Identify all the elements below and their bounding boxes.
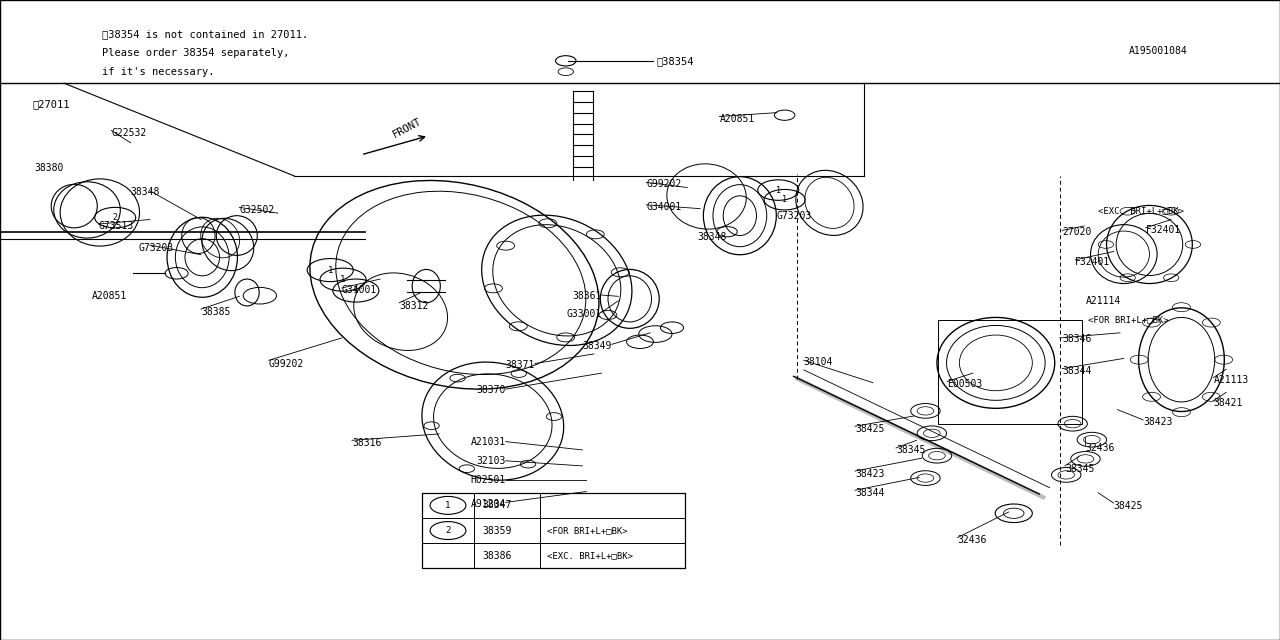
Text: ‸27011: ‸27011	[32, 99, 69, 109]
Text: G32502: G32502	[239, 205, 275, 215]
Text: 1: 1	[776, 186, 781, 195]
Text: FRONT: FRONT	[390, 116, 424, 140]
Text: 38423: 38423	[855, 468, 884, 479]
Text: 38425: 38425	[855, 424, 884, 434]
Text: G22532: G22532	[111, 128, 147, 138]
Text: 38348: 38348	[698, 232, 727, 242]
Text: <EXC. BRI+L+□BK>: <EXC. BRI+L+□BK>	[547, 551, 632, 560]
Text: 38346: 38346	[1062, 334, 1092, 344]
Text: 38345: 38345	[1065, 464, 1094, 474]
Text: 38345: 38345	[896, 445, 925, 455]
Text: 38386: 38386	[483, 551, 512, 561]
Text: if it's necessary.: if it's necessary.	[102, 67, 215, 77]
Text: G73513: G73513	[99, 221, 134, 231]
Text: 38370: 38370	[476, 385, 506, 396]
Text: 1: 1	[782, 195, 787, 204]
Text: ‸38354: ‸38354	[657, 56, 694, 66]
Text: 38361: 38361	[572, 291, 602, 301]
Bar	[938, 320, 1082, 424]
Text: G73203: G73203	[777, 211, 813, 221]
Text: 38347: 38347	[483, 500, 512, 510]
Text: A21031: A21031	[470, 436, 506, 447]
Text: 38380: 38380	[35, 163, 64, 173]
Text: 38349: 38349	[582, 340, 612, 351]
Text: G34001: G34001	[342, 285, 378, 295]
Text: H02501: H02501	[470, 475, 506, 485]
Text: 1: 1	[340, 275, 346, 284]
Text: F32401: F32401	[1075, 257, 1111, 268]
Text: 38312: 38312	[399, 301, 429, 311]
Text: 2: 2	[445, 526, 451, 535]
Text: 38385: 38385	[201, 307, 230, 317]
Text: 38421: 38421	[1213, 398, 1243, 408]
Text: 32436: 32436	[957, 534, 987, 545]
Text: <FOR BRI+L+□BK>: <FOR BRI+L+□BK>	[1088, 316, 1169, 324]
Text: A195001084: A195001084	[1129, 46, 1188, 56]
Text: 32436: 32436	[1085, 443, 1115, 453]
Text: 2: 2	[113, 213, 118, 222]
Text: A21113: A21113	[1213, 374, 1249, 385]
Text: ‸38354 is not contained in 27011.: ‸38354 is not contained in 27011.	[102, 29, 308, 39]
Text: A20851: A20851	[92, 291, 128, 301]
Text: 32103: 32103	[476, 456, 506, 466]
Text: 1: 1	[328, 266, 333, 275]
Text: G34001: G34001	[646, 202, 682, 212]
Bar	[422, 493, 685, 568]
Text: 38423: 38423	[1143, 417, 1172, 428]
Text: 38316: 38316	[352, 438, 381, 448]
Text: 38425: 38425	[1114, 500, 1143, 511]
Text: A20851: A20851	[719, 114, 755, 124]
Text: 38359: 38359	[483, 525, 512, 536]
Text: <EXC. BRI+L+□BK>: <EXC. BRI+L+□BK>	[1098, 207, 1184, 216]
Text: Please order 38354 separately,: Please order 38354 separately,	[102, 48, 289, 58]
Text: A91204: A91204	[470, 499, 506, 509]
Text: 1: 1	[353, 286, 358, 295]
Text: 38348: 38348	[131, 187, 160, 197]
Text: 1: 1	[445, 501, 451, 510]
Text: E00503: E00503	[947, 379, 983, 389]
Text: 38104: 38104	[804, 357, 833, 367]
Text: 38344: 38344	[855, 488, 884, 498]
Text: G73203: G73203	[138, 243, 174, 253]
Text: 38371: 38371	[506, 360, 535, 370]
Text: 27020: 27020	[1062, 227, 1092, 237]
Text: <FOR BRI+L+□BK>: <FOR BRI+L+□BK>	[547, 526, 627, 535]
Text: A21114: A21114	[1085, 296, 1121, 306]
Text: 38344: 38344	[1062, 366, 1092, 376]
Text: G99202: G99202	[269, 358, 305, 369]
Text: G33001: G33001	[566, 308, 602, 319]
Text: G99202: G99202	[646, 179, 682, 189]
Text: F32401: F32401	[1146, 225, 1181, 236]
